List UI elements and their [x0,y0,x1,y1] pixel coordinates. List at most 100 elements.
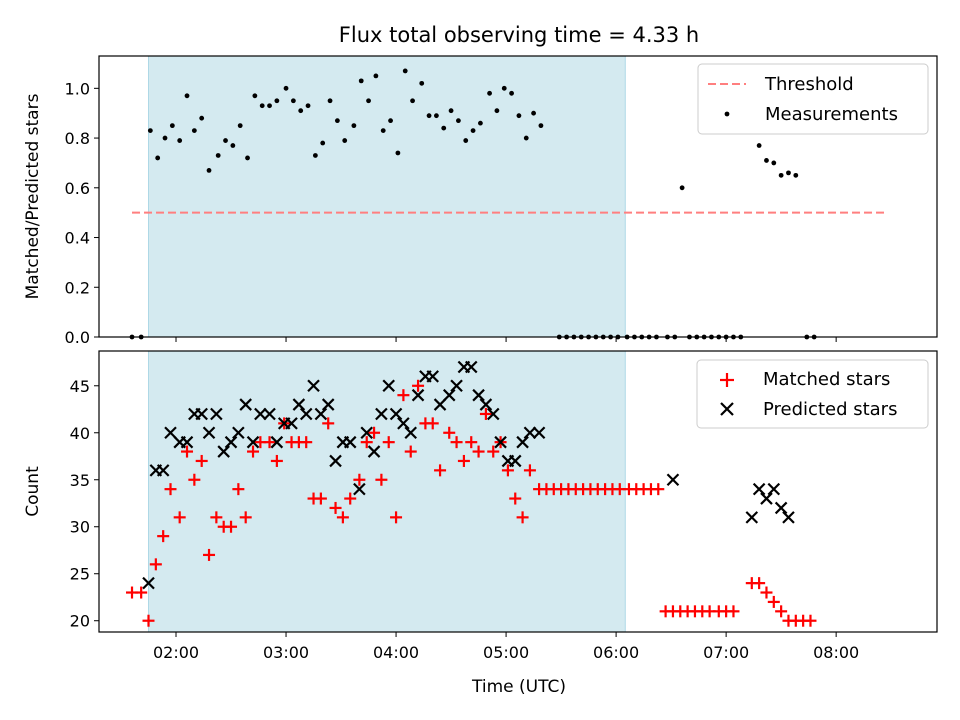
measurement-point [283,85,289,91]
measurement-point [426,113,432,119]
predicted-star-marker [745,511,759,524]
top-axes-frame [98,55,938,338]
predicted-marker-b [404,426,418,440]
matched-star-marker [443,426,456,439]
matched-star-marker [210,511,223,524]
measurement-point [191,128,197,134]
measurement-point [274,98,280,104]
y-tick-label: 0.2 [65,278,90,297]
predicted-marker-b [202,426,216,440]
predicted-star-marker [752,482,766,496]
predicted-star-marker [217,445,230,458]
matched-legend-label: Matched stars [763,369,890,390]
matched-star-marker [225,520,238,533]
measurement-point [298,108,304,114]
matched-star-marker [375,473,388,486]
measurement-point [478,120,483,126]
predicted-marker-b [411,388,425,402]
measurements-legend-swatch [724,111,730,117]
predicted-marker-b [360,426,373,440]
measurement-point [448,108,454,114]
predicted-marker-b [239,398,252,411]
x-tick-label: 06:00 [593,643,639,662]
predicted-star-marker [246,435,260,449]
measurement-point [523,135,529,141]
predicted-star-marker [270,435,284,449]
predicted-star-marker [486,407,500,421]
predicted-star-marker [472,388,485,402]
matched-star-marker [390,511,403,524]
measurement-point [312,153,318,158]
predicted-marker-b [254,407,267,421]
matched-star-marker [270,454,283,467]
matched-star-marker [501,464,514,477]
measurement-point [267,103,272,109]
y-tick-label: 25 [70,565,90,584]
matched-star-marker [472,445,485,458]
predicted-marker-b [246,435,260,449]
measurement-point [494,108,500,114]
x-tick-label: 03:00 [263,643,309,662]
y-tick-label: 0.0 [65,328,90,347]
predicted-marker-b [142,576,155,590]
measurement-point [230,143,236,148]
measurement-point [410,98,415,104]
predicted-marker-b [353,482,366,496]
y-tick-label: 20 [70,612,90,631]
matched-star-marker [300,436,313,449]
predicted-marker-b [523,426,537,440]
predicted-marker-b [217,445,230,458]
measurement-point [501,85,507,91]
predicted-star-marker [666,473,680,487]
predicted-star-marker [307,379,320,393]
bottom-panel: 20 25 30 35 40 45 02:00 03:00 04:00 05:00 06:00 07:… [23,350,938,697]
measurement-point [334,118,340,124]
matched-star-marker [314,492,327,505]
measurement-point [531,110,536,116]
measurement-point [237,123,243,129]
predicted-star-marker [426,370,440,383]
matched-star-marker [760,586,773,599]
matched-star-marker [195,454,208,467]
predicted-star-marker [508,454,522,468]
measurement-point [419,80,425,86]
predicted-marker-b [486,407,500,421]
predicted-marker-b [397,417,410,430]
measurement-point [252,93,258,99]
predicted-star-marker [210,407,223,421]
legend-box [696,359,929,429]
predicted-star-marker [224,435,238,449]
predicted-marker-b [270,435,284,449]
predicted-star-marker [263,407,276,421]
y-tick-label: 40 [70,424,90,443]
measurement-point [290,98,296,104]
predicted-marker-b [224,435,238,449]
measurement-point [786,170,791,176]
measurement-point [487,90,492,96]
y-tick-label: 45 [70,377,90,396]
measurement-point [206,167,212,173]
observing-window-shade [148,55,626,338]
predicted-legend-label: Predicted stars [763,399,897,420]
matched-star-marker [157,530,170,543]
measurement-point [434,113,439,119]
predicted-star-marker [367,445,381,458]
y-tick-label: 0.4 [65,229,90,248]
measurement-point [320,140,326,146]
predicted-star-marker [292,398,306,411]
measurement-point [679,185,685,191]
matched-legend-swatch [720,373,734,387]
predicted-star-marker [464,360,478,374]
predicted-marker-b [479,398,493,411]
measurement-point [199,115,205,121]
predicted-marker-b [232,426,245,440]
matched-star-marker [142,614,155,627]
predicted-star-marker [532,426,546,440]
matched-star-marker [173,511,186,524]
predicted-star-marker [360,426,373,440]
predicted-star-marker [382,379,396,393]
x-tick-label: 08:00 [813,643,859,662]
predicted-star-marker [516,435,529,449]
measurement-point [215,153,221,158]
measurement-point [756,143,762,148]
